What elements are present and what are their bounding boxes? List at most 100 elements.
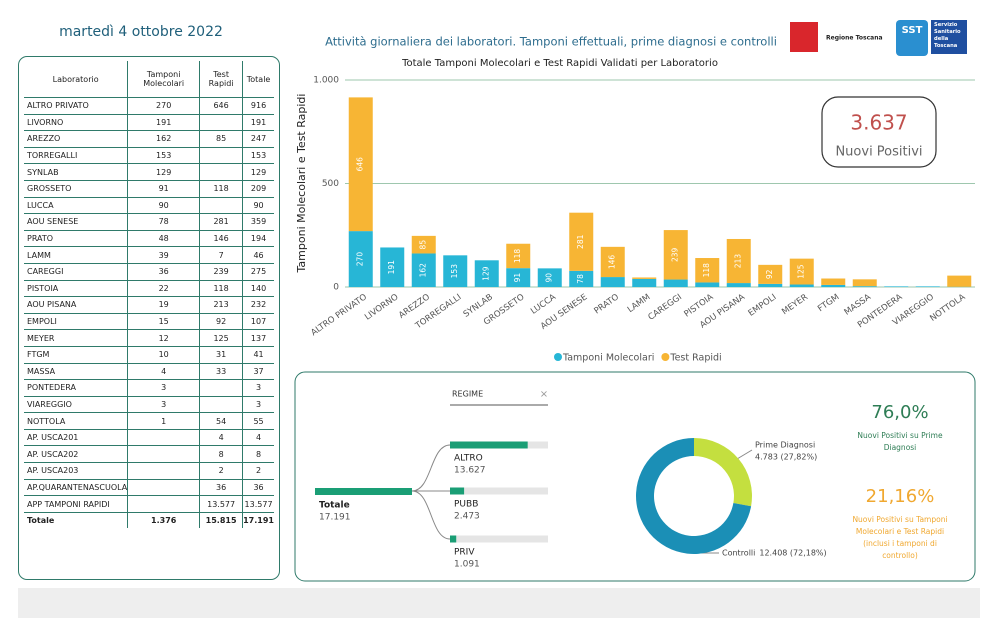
branch-value: 2.473 bbox=[454, 512, 480, 522]
bar bbox=[663, 230, 688, 280]
table-row: LIVORNO 191 191 bbox=[24, 114, 274, 132]
bar bbox=[348, 97, 373, 232]
table-row: LUCCA 90 90 bbox=[24, 197, 274, 215]
table-cell: 129 bbox=[242, 163, 274, 181]
ratio-value: 76,0% bbox=[871, 402, 929, 423]
chart-title: Totale Tamponi Molecolari e Test Rapidi … bbox=[401, 58, 718, 69]
table-cell: 209 bbox=[242, 180, 274, 198]
table-cell: 39 bbox=[127, 246, 200, 264]
table-cell: 191 bbox=[242, 114, 274, 132]
logo-icon bbox=[790, 22, 818, 52]
table-row: MASSA 4 33 37 bbox=[24, 363, 274, 381]
table-cell: 7 bbox=[199, 246, 243, 264]
table-cell: 232 bbox=[242, 296, 274, 314]
slicer-close[interactable]: × bbox=[540, 389, 548, 400]
table-cell: 194 bbox=[242, 230, 274, 248]
table-cell: SYNLAB bbox=[24, 163, 128, 181]
table-row: EMPOLI 15 92 107 bbox=[24, 313, 274, 331]
donut-value-label: 12.408 (72,18%) bbox=[759, 549, 826, 558]
root-value: 17.191 bbox=[319, 513, 351, 523]
data-label: 90 bbox=[545, 273, 554, 283]
table-cell: 8 bbox=[199, 445, 243, 464]
table-cell bbox=[127, 445, 200, 464]
bar bbox=[947, 275, 972, 287]
table-cell: 191 bbox=[127, 114, 200, 132]
data-label: 78 bbox=[576, 274, 585, 284]
bar bbox=[600, 277, 625, 287]
bar bbox=[852, 279, 877, 287]
donut-label: Controlli bbox=[722, 549, 755, 558]
data-label: 270 bbox=[356, 252, 365, 267]
table-cell bbox=[127, 462, 200, 480]
footer-strip bbox=[18, 588, 980, 618]
table-cell: 281 bbox=[199, 213, 243, 231]
bar bbox=[506, 268, 531, 287]
data-label: 281 bbox=[576, 234, 585, 249]
table-cell: 54 bbox=[199, 412, 243, 430]
donut-label: Prime Diagnosi bbox=[755, 441, 815, 450]
table-row: GROSSETO 91 118 209 bbox=[24, 180, 274, 198]
data-label: 92 bbox=[765, 269, 774, 279]
table-cell: GROSSETO bbox=[24, 180, 128, 198]
header-row: Laboratorio Tamponi Molecolari Test Rapidi… bbox=[24, 61, 274, 98]
bar bbox=[600, 246, 625, 278]
bar-track bbox=[450, 535, 548, 543]
y-tick-label: 1.000 bbox=[313, 76, 339, 86]
table-cell: 118 bbox=[199, 180, 243, 198]
kpi-label: Nuovi Positivi bbox=[835, 145, 922, 160]
table-row: AOU SENESE 78 281 359 bbox=[24, 213, 274, 231]
bar bbox=[695, 282, 720, 287]
logo-sst-label: Servizio Sanitario della Toscana bbox=[931, 20, 967, 54]
table-cell: 13.577 bbox=[199, 495, 243, 513]
table-cell: 1 bbox=[127, 412, 200, 430]
total-cell: Totale bbox=[27, 516, 55, 526]
table-cell: LIVORNO bbox=[24, 114, 128, 132]
bar bbox=[348, 231, 373, 287]
table-cell: 2 bbox=[199, 462, 243, 480]
x-tick-label: MEYER bbox=[780, 292, 810, 317]
page-title: Attività giornaliera dei laboratori. Tam… bbox=[325, 35, 777, 49]
x-tick-label: EMPOLI bbox=[747, 292, 779, 318]
y-tick-label: 0 bbox=[333, 283, 339, 293]
table-row: NOTTOLA 1 54 55 bbox=[24, 412, 274, 430]
table-cell: 10 bbox=[127, 346, 200, 364]
table-cell: 91 bbox=[127, 180, 200, 198]
bar bbox=[821, 284, 846, 287]
table-cell: 146 bbox=[199, 230, 243, 248]
table-cell: VIAREGGIO bbox=[24, 396, 128, 414]
table-cell: 4 bbox=[127, 363, 200, 381]
table-row: APP TAMPONI RAPIDI 13.577 13.577 bbox=[24, 495, 274, 513]
table-cell: 85 bbox=[199, 130, 243, 148]
table-cell: 3 bbox=[127, 379, 200, 397]
x-tick-label: NOTTOLA bbox=[928, 292, 967, 324]
table-panel: Laboratorio Tamponi Molecolari Test Rapidi… bbox=[18, 56, 280, 580]
table-row: SYNLAB 129 129 bbox=[24, 163, 274, 181]
tree-link bbox=[411, 490, 451, 540]
x-tick-label: PRATO bbox=[592, 292, 621, 316]
bar bbox=[569, 270, 594, 287]
table-cell: 48 bbox=[127, 230, 200, 248]
bar bbox=[506, 243, 531, 269]
bar bbox=[663, 279, 688, 287]
kpi-value: 3.637 bbox=[850, 111, 907, 135]
bar bbox=[632, 278, 657, 287]
x-tick-label: LIVORNO bbox=[363, 292, 401, 322]
bar bbox=[537, 268, 562, 287]
table-cell bbox=[199, 197, 243, 215]
table-cell: PONTEDERA bbox=[24, 379, 128, 397]
table-cell: EMPOLI bbox=[24, 313, 128, 331]
table-row: LAMM 39 7 46 bbox=[24, 246, 274, 264]
data-label: 646 bbox=[356, 157, 365, 172]
table-cell: 2 bbox=[242, 462, 274, 480]
data-label: 213 bbox=[734, 254, 743, 269]
column-header: Laboratorio bbox=[24, 61, 128, 98]
data-label: 85 bbox=[419, 240, 428, 250]
table-cell bbox=[127, 429, 200, 447]
table-row: MEYER 12 125 137 bbox=[24, 329, 274, 347]
table-row: VIAREGGIO 3 3 bbox=[24, 396, 274, 414]
ratio-label: Nuovi Positivi su Tamponi Molecolari e T… bbox=[852, 515, 948, 560]
table-cell: APP TAMPONI RAPIDI bbox=[24, 495, 128, 513]
logo-sst-text: SST bbox=[902, 25, 923, 36]
table-cell: 4 bbox=[242, 429, 274, 447]
